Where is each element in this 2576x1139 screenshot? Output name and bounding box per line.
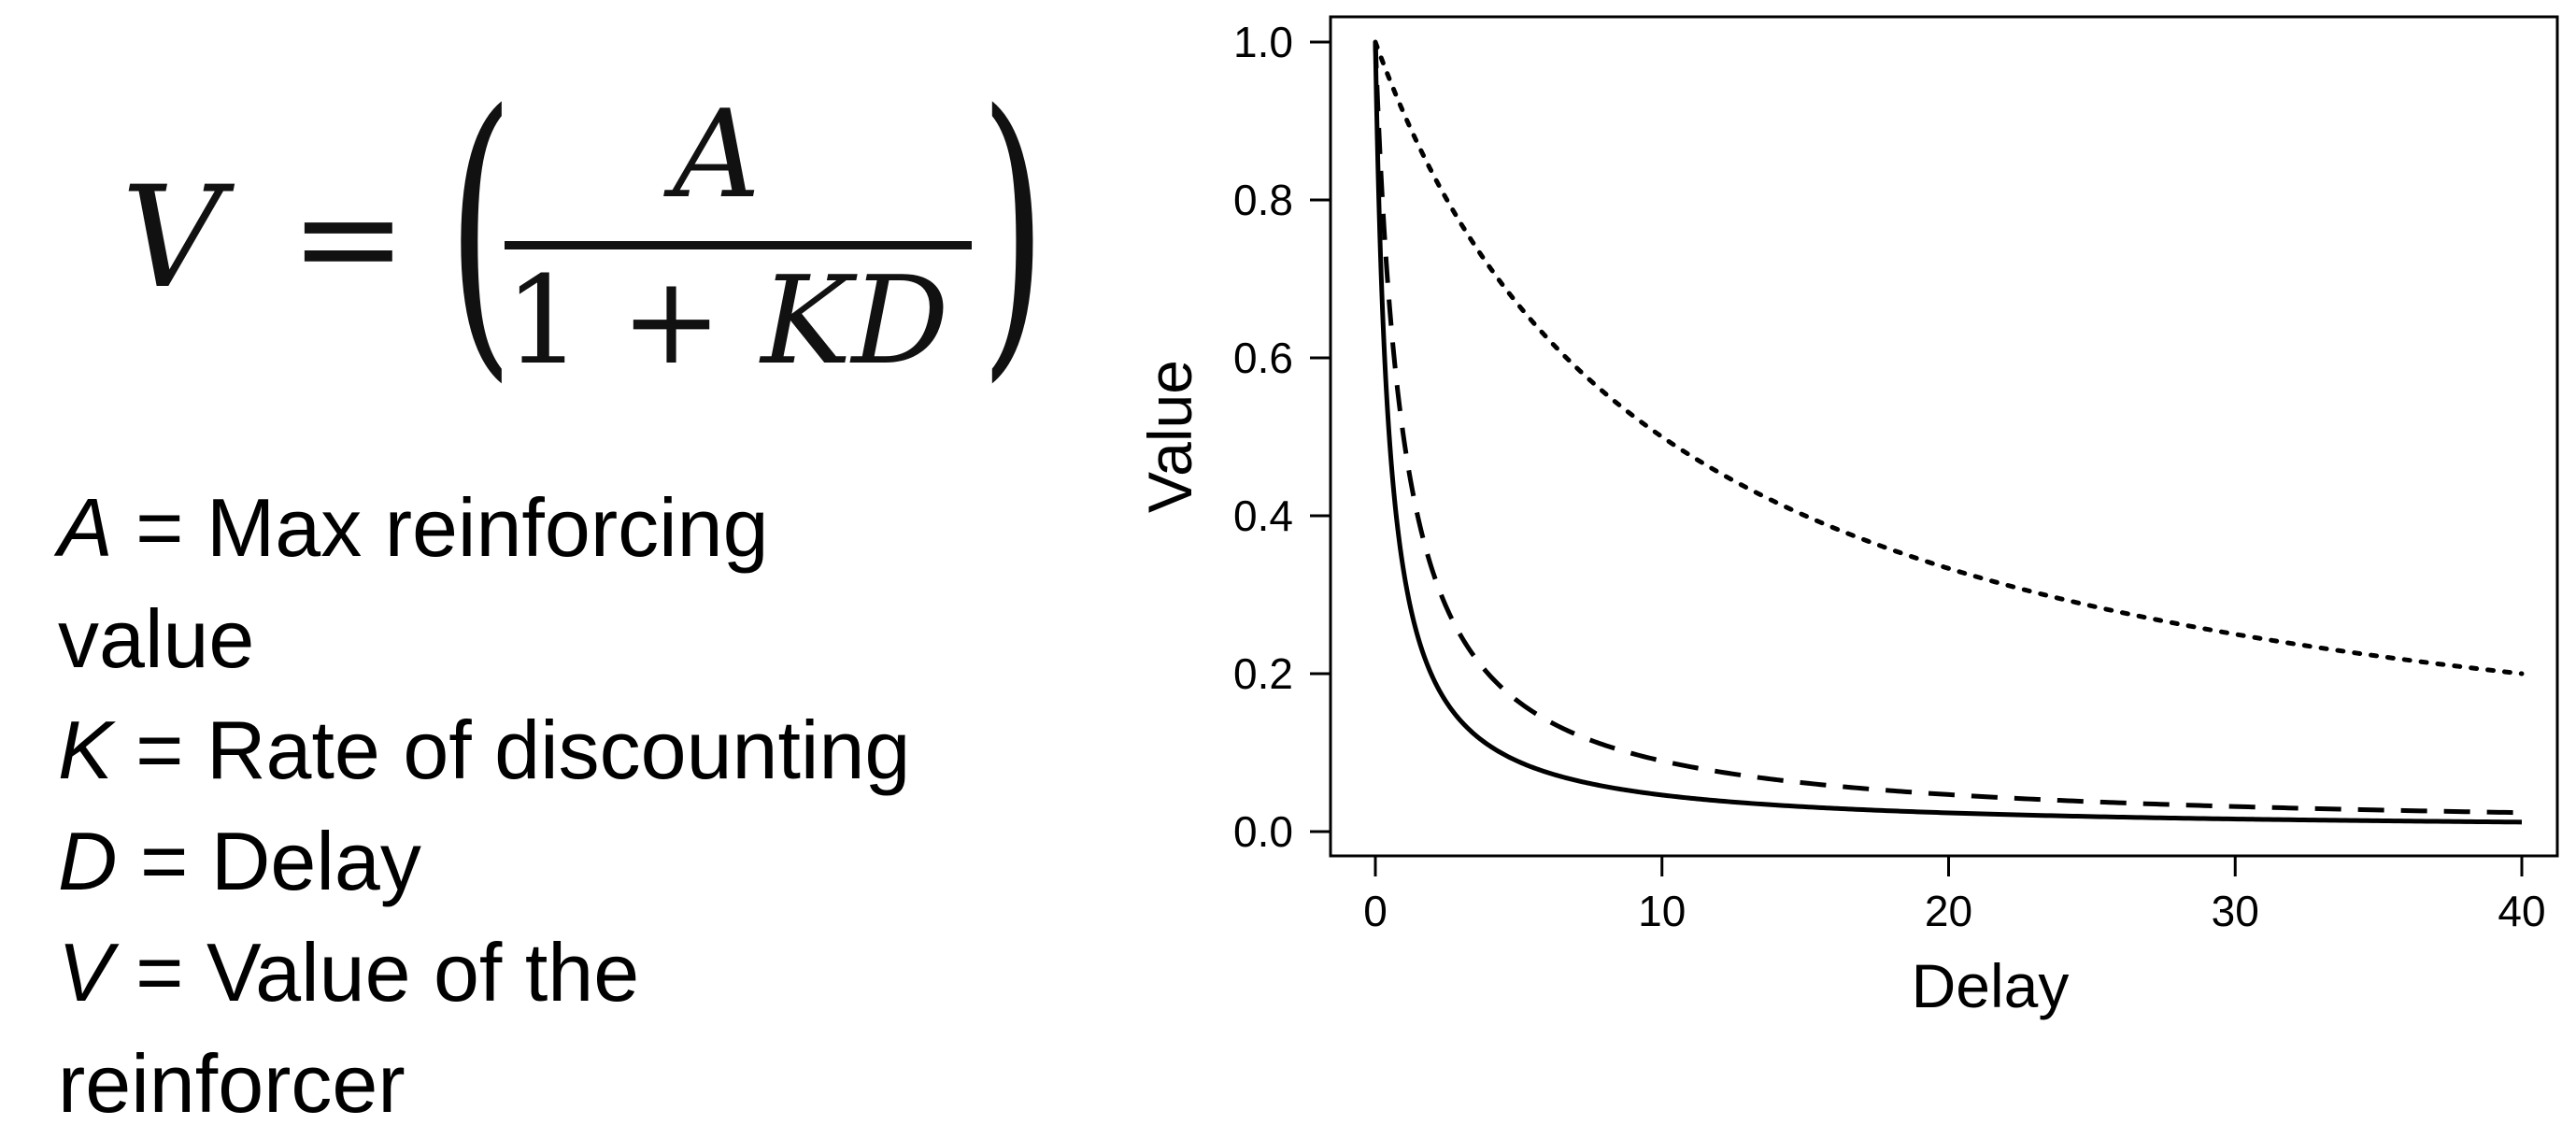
discounting-chart: 0 10 20 30 40 0.0 0.2 0.4 0.6 0.8 1.0 Delay Value — [1121, 0, 2576, 1123]
definition-text: = Value of the — [112, 926, 640, 1018]
series-line-dotted — [1373, 39, 2525, 676]
y-tick-label: 0.0 — [1233, 807, 1293, 856]
x-tick-label: 30 — [2212, 887, 2259, 935]
definition-line: K = Rate of discounting — [58, 694, 1086, 805]
equation-fraction-bar — [505, 241, 972, 249]
definition-text: reinforcer — [58, 1037, 406, 1130]
x-tick-label: 10 — [1638, 887, 1686, 935]
x-axis-label: Delay — [1912, 951, 2070, 1020]
equation-denominator-plus: + — [620, 249, 722, 392]
definition-line: A = Max reinforcing — [58, 472, 1086, 583]
definition-line: D = Delay — [58, 805, 1086, 917]
equation-close-paren: ) — [979, 50, 1046, 408]
equation-equals-sign: = — [290, 157, 407, 320]
y-tick-label: 0.4 — [1233, 491, 1293, 540]
definition-line: value — [58, 583, 1086, 694]
series-layer — [1373, 39, 2525, 825]
x-tick-label: 0 — [1363, 887, 1388, 935]
plot-frame — [1329, 15, 2559, 858]
y-tick-label: 0.8 — [1233, 176, 1293, 224]
definition-symbol: K — [58, 704, 113, 796]
discounting-equation: V = ( A 1 + KD ) — [112, 75, 1046, 411]
definition-symbol: A — [58, 481, 113, 574]
variable-definitions: A = Max reinforcing value K = Rate of di… — [58, 472, 1086, 1139]
y-tick-label: 0.6 — [1233, 334, 1293, 382]
x-tick-label: 40 — [2498, 887, 2545, 935]
definition-text: value — [58, 592, 255, 685]
equation-denominator-one: 1 — [505, 249, 582, 392]
x-tick-label: 20 — [1925, 887, 1972, 935]
definition-symbol: V — [58, 926, 113, 1018]
equation-numerator: A — [673, 83, 761, 225]
y-tick-label: 0.2 — [1233, 649, 1293, 698]
equation-denominator: 1 + KD — [505, 260, 949, 381]
equation-lhs: V — [121, 157, 223, 320]
definition-line: V = Value of the — [58, 917, 1086, 1028]
equation-open-paren: ( — [447, 50, 514, 408]
series-line-dashed — [1373, 41, 2523, 816]
definition-text: = Delay — [117, 815, 421, 907]
definition-symbol: D — [58, 815, 118, 907]
definition-text: = Max reinforcing — [112, 481, 769, 574]
y-tick-label: 1.0 — [1233, 18, 1293, 66]
y-axis-label: Value — [1135, 360, 1204, 513]
axes-layer: 0 10 20 30 40 0.0 0.2 0.4 0.6 0.8 1.0 — [1233, 18, 2546, 935]
chart-svg: 0 10 20 30 40 0.0 0.2 0.4 0.6 0.8 1.0 Delay Value — [1135, 15, 2559, 1020]
series-line-solid — [1373, 41, 2523, 825]
definition-text: = Rate of discounting — [112, 704, 911, 796]
equation-denominator-var: KD — [761, 249, 949, 392]
definition-line: reinforcer — [58, 1028, 1086, 1139]
